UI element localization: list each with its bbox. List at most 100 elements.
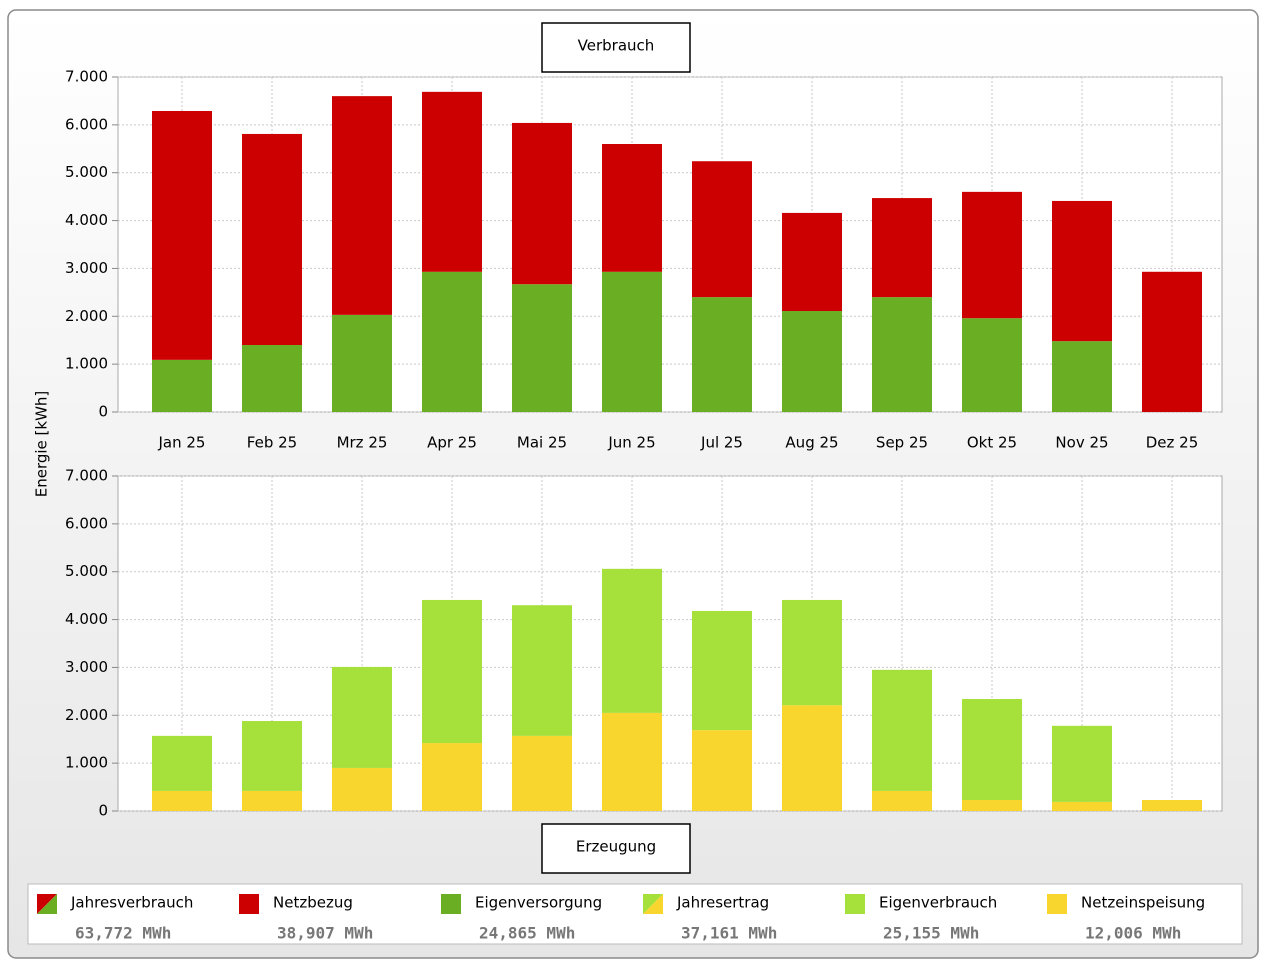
bar [422,599,482,744]
x-tick-label: Dez 25 [1146,434,1199,452]
bar [692,730,752,811]
bar [782,311,842,412]
bar [782,212,842,312]
y-tick-label: 6.000 [65,115,108,133]
bar [1142,799,1202,811]
legend-value: 37,161 MWh [681,924,777,943]
x-tick-label: Apr 25 [427,434,477,452]
x-tick-label: Jul 25 [700,434,743,452]
bar [872,790,932,811]
bar [602,568,662,713]
x-tick-label: Okt 25 [967,434,1017,452]
bar [692,610,752,731]
legend-swatch [441,894,461,914]
bar [332,314,392,412]
bar [332,666,392,768]
chart-title: Erzeugung [576,838,656,856]
bar [782,705,842,811]
y-tick-label: 1.000 [65,754,108,772]
bar [152,790,212,811]
bar [242,721,302,791]
legend-value: 38,907 MWh [277,924,373,943]
bar [512,284,572,412]
legend-label: Jahresverbrauch [70,894,193,912]
y-axis-label: Energie [kWh] [33,391,51,498]
bar [1052,725,1112,802]
bar [152,359,212,412]
bar [332,96,392,315]
bar [872,297,932,412]
title-box [541,22,691,73]
bar [152,735,212,791]
x-tick-label: Jan 25 [158,434,206,452]
bar [1052,341,1112,412]
legend-swatch [239,894,259,914]
y-tick-label: 0 [98,403,108,421]
bar [422,743,482,811]
bar [1142,271,1202,412]
y-tick-label: 2.000 [65,706,108,724]
legend-label: Netzeinspeisung [1081,894,1205,912]
bar [242,345,302,412]
x-tick-label: Feb 25 [247,434,297,452]
legend-swatch [643,894,663,914]
bar [242,790,302,811]
y-tick-label: 0 [98,802,108,820]
x-tick-label: Mai 25 [517,434,567,452]
bar [512,735,572,811]
x-tick-label: Aug 25 [785,434,838,452]
title-box [541,823,691,874]
y-tick-label: 7.000 [65,68,108,86]
y-tick-label: 4.000 [65,610,108,628]
legend-value: 24,865 MWh [479,924,575,943]
y-tick-label: 4.000 [65,211,108,229]
legend-value: 25,155 MWh [883,924,979,943]
bar [512,122,572,285]
bar [872,198,932,298]
bar [1052,200,1112,342]
bar [962,699,1022,800]
bar [692,161,752,298]
legend-label: Eigenversorgung [475,894,602,912]
y-tick-label: 1.000 [65,355,108,373]
legend-label: Netzbezug [273,894,353,912]
bar [872,669,932,791]
bar [1052,801,1112,811]
bar [962,799,1022,811]
bar [512,605,572,736]
chart-title: Verbrauch [578,37,655,55]
bar [782,599,842,706]
bar [422,91,482,272]
y-tick-label: 7.000 [65,467,108,485]
bar [242,133,302,345]
bar [422,271,482,412]
bar [602,712,662,811]
bar [332,767,392,811]
x-tick-label: Mrz 25 [337,434,388,452]
legend-swatch [845,894,865,914]
y-tick-label: 5.000 [65,163,108,181]
legend-box [27,883,1243,945]
bar [602,144,662,272]
y-tick-label: 3.000 [65,259,108,277]
y-tick-label: 6.000 [65,514,108,532]
bar [152,110,212,360]
legend-swatch [1047,894,1067,914]
legend-value: 12,006 MWh [1085,924,1181,943]
bar [962,318,1022,412]
y-tick-label: 3.000 [65,658,108,676]
x-tick-label: Jun 25 [607,434,655,452]
legend-label: Jahresertrag [676,894,769,912]
legend-label: Eigenverbrauch [879,894,997,912]
x-tick-label: Sep 25 [876,434,928,452]
bar [692,297,752,412]
legend-value: 63,772 MWh [75,924,171,943]
bar [602,271,662,412]
bar [962,191,1022,319]
x-tick-label: Nov 25 [1055,434,1108,452]
y-tick-label: 5.000 [65,562,108,580]
y-tick-label: 2.000 [65,307,108,325]
legend-swatch [37,894,57,914]
